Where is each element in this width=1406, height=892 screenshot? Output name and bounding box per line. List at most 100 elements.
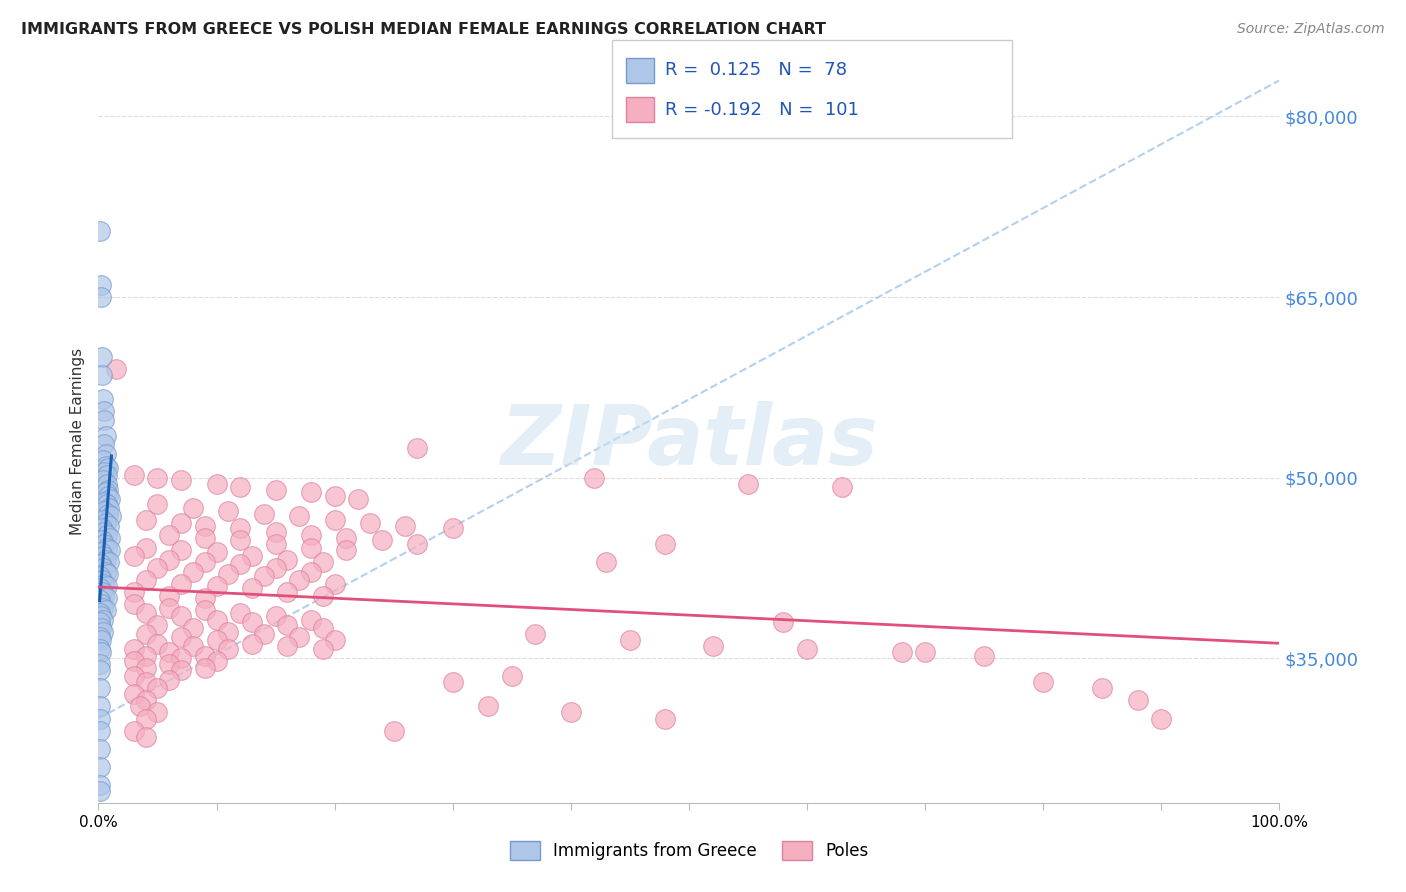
Point	[205, 476, 228, 491]
Point	[299, 541, 322, 555]
Point	[93, 494, 115, 508]
Point	[122, 549, 145, 563]
Point	[1126, 693, 1149, 707]
Point	[89, 569, 111, 583]
Point	[264, 483, 287, 497]
Point	[205, 545, 228, 559]
Point	[89, 712, 111, 726]
Point	[96, 579, 118, 593]
Point	[240, 549, 263, 563]
Point	[90, 633, 112, 648]
Point	[89, 664, 111, 678]
Point	[194, 648, 217, 663]
Point	[97, 567, 120, 582]
Point	[772, 615, 794, 630]
Point	[91, 392, 114, 407]
Point	[583, 470, 606, 484]
Point	[93, 524, 115, 539]
Point	[831, 480, 853, 494]
Point	[170, 473, 193, 487]
Point	[323, 513, 346, 527]
Point	[264, 561, 287, 575]
Point	[91, 561, 114, 575]
Point	[98, 492, 121, 507]
Point	[299, 565, 322, 579]
Point	[96, 528, 118, 542]
Point	[157, 589, 180, 603]
Point	[157, 673, 180, 687]
Point	[359, 516, 381, 531]
Point	[91, 585, 114, 599]
Point	[276, 585, 298, 599]
Point	[1032, 675, 1054, 690]
Point	[93, 504, 115, 518]
Point	[96, 541, 118, 555]
Point	[135, 648, 157, 663]
Point	[441, 675, 464, 690]
Point	[94, 458, 117, 473]
Point	[91, 368, 114, 383]
Point	[194, 555, 217, 569]
Point	[312, 555, 335, 569]
Point	[253, 569, 276, 583]
Text: IMMIGRANTS FROM GREECE VS POLISH MEDIAN FEMALE EARNINGS CORRELATION CHART: IMMIGRANTS FROM GREECE VS POLISH MEDIAN …	[21, 22, 827, 37]
Point	[181, 500, 204, 515]
Point	[146, 561, 169, 575]
Point	[91, 513, 114, 527]
Point	[654, 712, 676, 726]
Point	[146, 497, 169, 511]
Point	[146, 617, 169, 632]
Point	[89, 582, 111, 596]
Point	[135, 675, 157, 690]
Point	[122, 641, 145, 656]
Point	[93, 413, 115, 427]
Point	[276, 639, 298, 653]
Point	[94, 565, 117, 579]
Point	[97, 483, 120, 497]
Point	[194, 531, 217, 545]
Point	[96, 468, 118, 483]
Point	[122, 468, 145, 483]
Point	[288, 509, 311, 524]
Point	[98, 531, 121, 545]
Point	[89, 641, 111, 656]
Point	[146, 681, 169, 696]
Point	[170, 651, 193, 665]
Point	[619, 633, 641, 648]
Point	[205, 613, 228, 627]
Point	[89, 224, 111, 238]
Point	[90, 558, 112, 572]
Point	[796, 641, 818, 656]
Point	[299, 528, 322, 542]
Point	[181, 639, 204, 653]
Point	[89, 741, 111, 756]
Point	[91, 452, 114, 467]
Point	[122, 723, 145, 738]
Point	[406, 537, 429, 551]
Point	[264, 524, 287, 539]
Point	[90, 545, 112, 559]
Point	[205, 633, 228, 648]
Point	[217, 624, 239, 639]
Point	[96, 497, 118, 511]
Point	[97, 507, 120, 521]
Point	[501, 669, 523, 683]
Point	[312, 621, 335, 635]
Point	[288, 573, 311, 587]
Point	[595, 555, 617, 569]
Point	[94, 516, 117, 531]
Point	[90, 609, 112, 624]
Point	[170, 516, 193, 531]
Point	[253, 627, 276, 641]
Point	[90, 290, 112, 304]
Point	[135, 627, 157, 641]
Point	[477, 699, 499, 714]
Point	[170, 576, 193, 591]
Point	[157, 600, 180, 615]
Point	[240, 637, 263, 651]
Point	[98, 500, 121, 515]
Point	[323, 633, 346, 648]
Point	[973, 648, 995, 663]
Point	[890, 645, 912, 659]
Point	[96, 591, 118, 605]
